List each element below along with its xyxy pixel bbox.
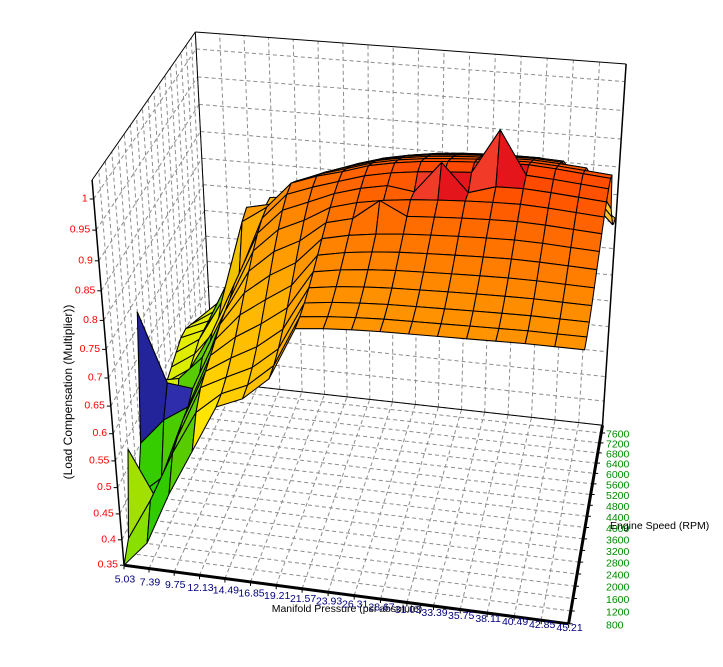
svg-text:5600: 5600: [606, 479, 630, 491]
svg-text:0.65: 0.65: [84, 400, 105, 412]
svg-text:0.85: 0.85: [75, 284, 96, 296]
svg-text:16.85: 16.85: [238, 587, 264, 599]
svg-text:5200: 5200: [606, 490, 630, 502]
svg-text:1200: 1200: [606, 607, 630, 619]
svg-text:14.49: 14.49: [213, 585, 239, 597]
svg-text:9.75: 9.75: [165, 579, 186, 591]
svg-text:800: 800: [606, 619, 624, 631]
svg-text:12.13: 12.13: [187, 582, 213, 594]
svg-text:7600: 7600: [606, 429, 630, 441]
svg-text:0.6: 0.6: [92, 427, 107, 439]
svg-text:0.45: 0.45: [93, 507, 114, 519]
svg-text:0.55: 0.55: [89, 454, 110, 466]
svg-text:4800: 4800: [606, 501, 630, 513]
svg-text:2400: 2400: [606, 570, 630, 582]
svg-text:0.9: 0.9: [78, 254, 93, 266]
svg-text:(Load Compensation (Multiplier: (Load Compensation (Multiplier)): [61, 305, 75, 480]
svg-text:0.5: 0.5: [97, 481, 112, 493]
svg-text:35.75: 35.75: [448, 610, 474, 622]
svg-text:1600: 1600: [606, 594, 630, 606]
svg-text:38.11: 38.11: [475, 613, 501, 625]
svg-text:0.35: 0.35: [98, 559, 119, 571]
svg-text:1: 1: [82, 193, 88, 205]
svg-text:40.49: 40.49: [502, 616, 528, 628]
svg-text:0.4: 0.4: [101, 533, 116, 545]
svg-text:0.95: 0.95: [70, 224, 91, 236]
svg-text:3600: 3600: [606, 534, 630, 546]
svg-text:Engine Speed (RPM): Engine Speed (RPM): [610, 520, 709, 532]
svg-text:Manifold Pressure (psi absolut: Manifold Pressure (psi absolute): [272, 603, 423, 615]
svg-text:0.75: 0.75: [80, 343, 101, 355]
svg-text:2000: 2000: [606, 582, 630, 594]
svg-text:7.39: 7.39: [140, 576, 161, 588]
svg-text:42.85: 42.85: [529, 619, 555, 631]
svg-text:3200: 3200: [606, 546, 630, 558]
svg-text:0.7: 0.7: [88, 372, 103, 384]
svg-text:19.21: 19.21: [264, 590, 290, 602]
svg-text:2800: 2800: [606, 558, 630, 570]
svg-text:0.8: 0.8: [83, 314, 98, 326]
svg-text:5.03: 5.03: [115, 574, 136, 586]
svg-text:6000: 6000: [606, 469, 630, 481]
svg-text:33.39: 33.39: [421, 607, 447, 619]
svg-text:45.21: 45.21: [556, 622, 582, 634]
